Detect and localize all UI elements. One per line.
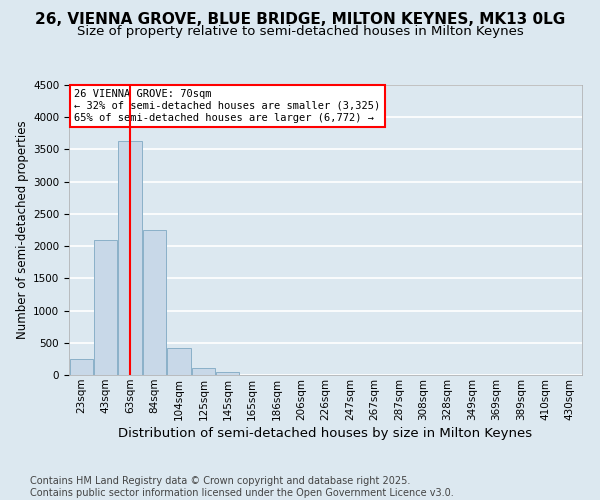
- Bar: [143, 230, 166, 375]
- Bar: [167, 348, 191, 375]
- Bar: [118, 142, 142, 375]
- Bar: [70, 359, 93, 375]
- X-axis label: Distribution of semi-detached houses by size in Milton Keynes: Distribution of semi-detached houses by …: [118, 427, 533, 440]
- Bar: [192, 368, 215, 375]
- Bar: [94, 240, 117, 375]
- Bar: [216, 372, 239, 375]
- Text: 26 VIENNA GROVE: 70sqm
← 32% of semi-detached houses are smaller (3,325)
65% of : 26 VIENNA GROVE: 70sqm ← 32% of semi-det…: [74, 90, 380, 122]
- Text: Contains HM Land Registry data © Crown copyright and database right 2025.
Contai: Contains HM Land Registry data © Crown c…: [30, 476, 454, 498]
- Text: Size of property relative to semi-detached houses in Milton Keynes: Size of property relative to semi-detach…: [77, 25, 523, 38]
- Y-axis label: Number of semi-detached properties: Number of semi-detached properties: [16, 120, 29, 340]
- Text: 26, VIENNA GROVE, BLUE BRIDGE, MILTON KEYNES, MK13 0LG: 26, VIENNA GROVE, BLUE BRIDGE, MILTON KE…: [35, 12, 565, 28]
